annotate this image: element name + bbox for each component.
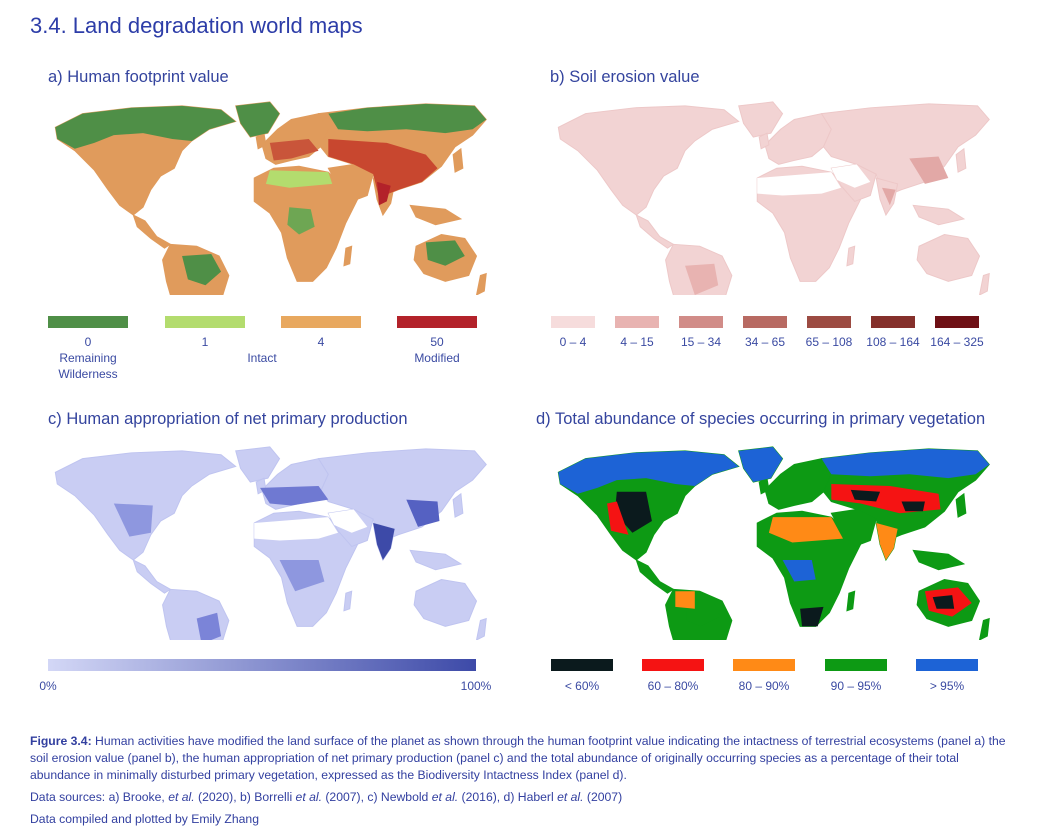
map-biodiversity-intactness bbox=[533, 445, 998, 640]
legend-d-swatch-2 bbox=[642, 659, 704, 671]
legend-a-swatch-0 bbox=[48, 316, 128, 328]
legend-a-swatch-1 bbox=[165, 316, 245, 328]
legend-b-swatch-7 bbox=[935, 316, 979, 328]
panel-b-title: b) Soil erosion value bbox=[550, 68, 700, 86]
legend-b-label-2: 4 – 15 bbox=[620, 335, 654, 349]
legend-b-label-6: 108 – 164 bbox=[866, 335, 920, 349]
legend-d-swatch-3 bbox=[733, 659, 795, 671]
legend-d-swatch-1 bbox=[551, 659, 613, 671]
figure-caption-text: Human activities have modified the land … bbox=[30, 734, 1006, 782]
map-soil-erosion bbox=[533, 100, 998, 295]
legend-c-max: 100% bbox=[460, 679, 492, 693]
legend-c-min: 0% bbox=[39, 679, 57, 693]
etal-3: et al. bbox=[431, 790, 459, 804]
etal-4: et al. bbox=[557, 790, 584, 804]
legend-a-value-0: 0 bbox=[84, 335, 92, 349]
legend-a-value-4: 4 bbox=[317, 335, 325, 349]
sources-b: (2020), b) Borrelli bbox=[194, 790, 296, 804]
sources-d: (2016), d) Haberl bbox=[458, 790, 558, 804]
legend-b-swatch-4 bbox=[743, 316, 787, 328]
legend-d-label-1: < 60% bbox=[564, 679, 600, 693]
data-sources: Data sources: a) Brooke, et al. (2020), … bbox=[30, 789, 1020, 806]
legend-a-label-intact: Intact bbox=[247, 351, 277, 365]
legend-d-label-3: 80 – 90% bbox=[738, 679, 790, 693]
legend-d-label-2: 60 – 80% bbox=[647, 679, 699, 693]
legend-a-value-50: 50 bbox=[430, 335, 444, 349]
legend-d-swatch-4 bbox=[825, 659, 887, 671]
legend-a-label-wilderness: Remaining Wilderness bbox=[58, 351, 118, 381]
legend-b-label-5: 65 – 108 bbox=[805, 335, 853, 349]
etal-2: et al. bbox=[295, 790, 322, 804]
panel-a-title: a) Human footprint value bbox=[48, 68, 229, 86]
figure-caption: Figure 3.4: Human activities have modifi… bbox=[30, 733, 1020, 784]
legend-b-label-7: 164 – 325 bbox=[930, 335, 984, 349]
figure-label: Figure 3.4: bbox=[30, 734, 92, 748]
legend-c-gradient bbox=[48, 659, 476, 671]
legend-d-label-4: 90 – 95% bbox=[830, 679, 882, 693]
compiled-credit: Data compiled and plotted by Emily Zhang bbox=[30, 812, 259, 826]
legend-b-swatch-5 bbox=[807, 316, 851, 328]
legend-a-swatch-50 bbox=[397, 316, 477, 328]
legend-a-swatch-4 bbox=[281, 316, 361, 328]
sources-end: (2007) bbox=[583, 790, 623, 804]
sources-c: (2007), c) Newbold bbox=[321, 790, 432, 804]
legend-d-label-5: > 95% bbox=[929, 679, 965, 693]
panel-c-title: c) Human appropriation of net primary pr… bbox=[48, 410, 408, 428]
panel-d-title: d) Total abundance of species occurring … bbox=[536, 410, 986, 428]
legend-d-swatch-5 bbox=[916, 659, 978, 671]
legend-b-label-1: 0 – 4 bbox=[559, 335, 587, 349]
section-title: 3.4. Land degradation world maps bbox=[30, 13, 363, 38]
map-hanpp bbox=[30, 445, 495, 640]
legend-a-value-1: 1 bbox=[201, 335, 209, 349]
legend-b-swatch-1 bbox=[551, 316, 595, 328]
etal-1: et al. bbox=[168, 790, 195, 804]
legend-b-label-4: 34 – 65 bbox=[744, 335, 786, 349]
sources-a: Data sources: a) Brooke, bbox=[30, 790, 169, 804]
legend-b-swatch-2 bbox=[615, 316, 659, 328]
map-human-footprint bbox=[30, 100, 495, 295]
legend-a-label-modified: Modified bbox=[414, 351, 460, 365]
legend-b-swatch-6 bbox=[871, 316, 915, 328]
legend-b-swatch-3 bbox=[679, 316, 723, 328]
legend-b-label-3: 15 – 34 bbox=[680, 335, 722, 349]
